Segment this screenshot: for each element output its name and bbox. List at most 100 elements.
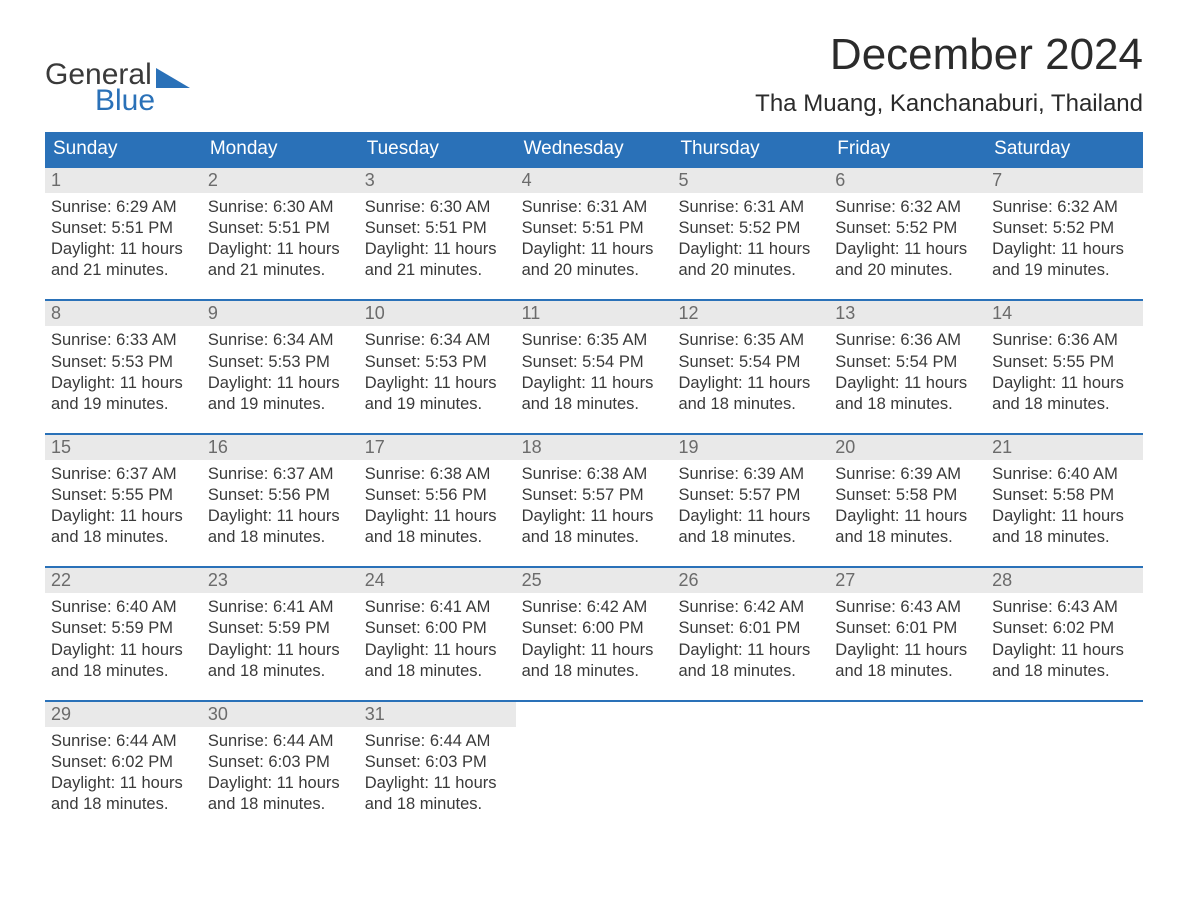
- day-cell: 13Sunrise: 6:36 AMSunset: 5:54 PMDayligh…: [829, 301, 986, 432]
- day-sunrise: Sunrise: 6:41 AM: [365, 597, 510, 618]
- daynum-strip: 14: [986, 301, 1143, 326]
- day-dl2: and 20 minutes.: [678, 260, 823, 281]
- daynum-strip: 22: [45, 568, 202, 593]
- day-dl1: Daylight: 11 hours: [992, 506, 1137, 527]
- day-dl1: Daylight: 11 hours: [678, 640, 823, 661]
- day-content: Sunrise: 6:29 AMSunset: 5:51 PMDaylight:…: [45, 193, 202, 281]
- daynum-strip: 15: [45, 435, 202, 460]
- day-sunrise: Sunrise: 6:44 AM: [51, 731, 196, 752]
- day-content: Sunrise: 6:30 AMSunset: 5:51 PMDaylight:…: [359, 193, 516, 281]
- day-dl2: and 18 minutes.: [678, 394, 823, 415]
- day-number: 10: [359, 301, 516, 326]
- day-sunset: Sunset: 6:00 PM: [522, 618, 667, 639]
- week-row: 22Sunrise: 6:40 AMSunset: 5:59 PMDayligh…: [45, 566, 1143, 699]
- daynum-strip: 30: [202, 702, 359, 727]
- day-cell: 28Sunrise: 6:43 AMSunset: 6:02 PMDayligh…: [986, 568, 1143, 699]
- day-dl2: and 18 minutes.: [835, 394, 980, 415]
- day-number: 4: [516, 168, 673, 193]
- day-number: 6: [829, 168, 986, 193]
- day-dl2: and 18 minutes.: [522, 394, 667, 415]
- day-sunrise: Sunrise: 6:40 AM: [992, 464, 1137, 485]
- day-sunrise: Sunrise: 6:39 AM: [835, 464, 980, 485]
- day-number: 2: [202, 168, 359, 193]
- day-dl2: and 18 minutes.: [51, 527, 196, 548]
- day-cell: [672, 702, 829, 833]
- day-sunset: Sunset: 6:00 PM: [365, 618, 510, 639]
- day-dl2: and 18 minutes.: [992, 394, 1137, 415]
- daynum-strip: [672, 702, 829, 706]
- day-sunset: Sunset: 5:55 PM: [51, 485, 196, 506]
- day-number: 20: [829, 435, 986, 460]
- day-dl1: Daylight: 11 hours: [51, 506, 196, 527]
- day-content: Sunrise: 6:44 AMSunset: 6:02 PMDaylight:…: [45, 727, 202, 815]
- day-content: Sunrise: 6:37 AMSunset: 5:55 PMDaylight:…: [45, 460, 202, 548]
- day-content: Sunrise: 6:35 AMSunset: 5:54 PMDaylight:…: [516, 326, 673, 414]
- day-content: Sunrise: 6:44 AMSunset: 6:03 PMDaylight:…: [359, 727, 516, 815]
- day-dl1: Daylight: 11 hours: [365, 773, 510, 794]
- daynum-strip: 29: [45, 702, 202, 727]
- day-content: Sunrise: 6:31 AMSunset: 5:52 PMDaylight:…: [672, 193, 829, 281]
- day-content: Sunrise: 6:34 AMSunset: 5:53 PMDaylight:…: [202, 326, 359, 414]
- day-sunset: Sunset: 5:58 PM: [835, 485, 980, 506]
- day-number: [516, 702, 673, 706]
- day-sunset: Sunset: 5:57 PM: [522, 485, 667, 506]
- day-content: Sunrise: 6:38 AMSunset: 5:57 PMDaylight:…: [516, 460, 673, 548]
- day-sunset: Sunset: 5:57 PM: [678, 485, 823, 506]
- daynum-strip: 2: [202, 168, 359, 193]
- day-sunrise: Sunrise: 6:31 AM: [522, 197, 667, 218]
- day-number: [829, 702, 986, 706]
- day-cell: 11Sunrise: 6:35 AMSunset: 5:54 PMDayligh…: [516, 301, 673, 432]
- day-sunrise: Sunrise: 6:41 AM: [208, 597, 353, 618]
- day-content: Sunrise: 6:43 AMSunset: 6:01 PMDaylight:…: [829, 593, 986, 681]
- day-dl2: and 18 minutes.: [835, 661, 980, 682]
- day-cell: 16Sunrise: 6:37 AMSunset: 5:56 PMDayligh…: [202, 435, 359, 566]
- day-sunrise: Sunrise: 6:38 AM: [522, 464, 667, 485]
- day-dl1: Daylight: 11 hours: [835, 239, 980, 260]
- day-sunset: Sunset: 5:58 PM: [992, 485, 1137, 506]
- dayhead-monday: Monday: [202, 132, 359, 166]
- day-dl1: Daylight: 11 hours: [522, 640, 667, 661]
- day-content: Sunrise: 6:39 AMSunset: 5:57 PMDaylight:…: [672, 460, 829, 548]
- day-dl1: Daylight: 11 hours: [51, 239, 196, 260]
- daynum-strip: 24: [359, 568, 516, 593]
- day-cell: 5Sunrise: 6:31 AMSunset: 5:52 PMDaylight…: [672, 168, 829, 299]
- day-dl2: and 19 minutes.: [992, 260, 1137, 281]
- daynum-strip: [829, 702, 986, 706]
- daynum-strip: 18: [516, 435, 673, 460]
- dayhead-tuesday: Tuesday: [359, 132, 516, 166]
- day-dl1: Daylight: 11 hours: [51, 373, 196, 394]
- day-sunrise: Sunrise: 6:35 AM: [522, 330, 667, 351]
- logo: General Blue: [45, 58, 190, 118]
- daynum-strip: 12: [672, 301, 829, 326]
- day-dl1: Daylight: 11 hours: [522, 239, 667, 260]
- day-number: [986, 702, 1143, 706]
- day-cell: 10Sunrise: 6:34 AMSunset: 5:53 PMDayligh…: [359, 301, 516, 432]
- day-cell: 27Sunrise: 6:43 AMSunset: 6:01 PMDayligh…: [829, 568, 986, 699]
- day-sunrise: Sunrise: 6:39 AM: [678, 464, 823, 485]
- day-number: 22: [45, 568, 202, 593]
- day-dl1: Daylight: 11 hours: [678, 239, 823, 260]
- day-dl2: and 18 minutes.: [51, 661, 196, 682]
- day-cell: 4Sunrise: 6:31 AMSunset: 5:51 PMDaylight…: [516, 168, 673, 299]
- day-dl1: Daylight: 11 hours: [992, 373, 1137, 394]
- day-number: 29: [45, 702, 202, 727]
- day-sunrise: Sunrise: 6:42 AM: [522, 597, 667, 618]
- day-dl1: Daylight: 11 hours: [835, 640, 980, 661]
- day-sunset: Sunset: 5:54 PM: [835, 352, 980, 373]
- day-number: 5: [672, 168, 829, 193]
- day-sunset: Sunset: 6:02 PM: [992, 618, 1137, 639]
- day-cell: 26Sunrise: 6:42 AMSunset: 6:01 PMDayligh…: [672, 568, 829, 699]
- day-cell: 31Sunrise: 6:44 AMSunset: 6:03 PMDayligh…: [359, 702, 516, 833]
- dayhead-thursday: Thursday: [672, 132, 829, 166]
- day-sunset: Sunset: 5:55 PM: [992, 352, 1137, 373]
- dayhead-saturday: Saturday: [986, 132, 1143, 166]
- daynum-strip: 31: [359, 702, 516, 727]
- day-sunset: Sunset: 5:51 PM: [208, 218, 353, 239]
- day-sunset: Sunset: 5:53 PM: [365, 352, 510, 373]
- daynum-strip: 1: [45, 168, 202, 193]
- day-dl2: and 18 minutes.: [992, 661, 1137, 682]
- day-number: 12: [672, 301, 829, 326]
- month-title: December 2024: [755, 30, 1143, 80]
- day-number: 30: [202, 702, 359, 727]
- day-dl1: Daylight: 11 hours: [208, 773, 353, 794]
